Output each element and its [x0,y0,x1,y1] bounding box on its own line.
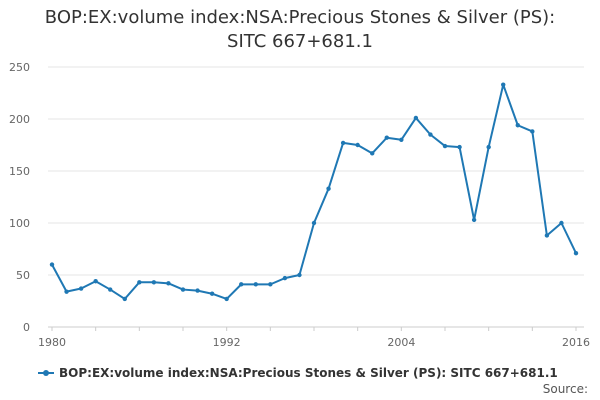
x-tick-label-2016: 2016 [562,336,590,349]
data-point-1987 [151,280,157,285]
data-point-2012 [515,123,520,128]
data-point-2004 [399,137,404,142]
data-point-2000 [340,140,346,146]
data-point-1985 [122,296,127,302]
y-tick-label-0: 0 [23,321,30,334]
data-point-2006 [428,132,433,137]
data-point-2014 [544,233,550,238]
data-point-2002 [370,151,375,156]
chart-title-line-2: SITC 667+681.1 [227,31,373,52]
legend-label: BOP:EX:volume index:NSA:Precious Stones … [59,366,558,380]
data-point-2003 [384,135,389,140]
data-point-2005 [413,115,419,121]
data-point-1984 [108,287,113,292]
data-point-1983 [93,279,98,284]
y-tick-label-100: 100 [9,217,30,230]
y-tick-label-250: 250 [9,61,30,74]
data-point-2001 [355,142,360,148]
data-point-1994 [253,282,258,287]
data-point-1992 [224,296,229,302]
y-tick-label-50: 50 [16,269,30,282]
series-line-0 [51,83,577,300]
data-point-2011 [501,82,506,87]
data-point-2008 [457,144,462,150]
data-point-1986 [137,280,142,285]
legend-line-icon [38,367,54,379]
data-point-1996 [282,275,288,281]
chart-title-line-1: BOP:EX:volume index:NSA:Precious Stones … [44,7,556,28]
data-point-2013 [530,129,535,134]
data-point-1997 [297,272,302,278]
legend[interactable]: BOP:EX:volume index:NSA:Precious Stones … [38,366,558,380]
y-tick-label-200: 200 [9,113,30,126]
data-point-2007 [442,143,448,149]
data-point-2016 [573,250,579,256]
data-point-1998 [311,220,317,226]
data-point-1981 [64,289,69,294]
y-tick-label-150: 150 [9,165,30,178]
data-point-1993 [239,282,244,287]
data-point-1980 [49,262,55,267]
data-point-1990 [195,288,200,293]
data-point-1999 [326,186,331,191]
data-point-1991 [209,291,215,296]
x-tick-label-2004: 2004 [387,336,415,349]
data-point-1989 [180,287,186,292]
x-tick-label-1992: 1992 [213,336,241,349]
data-point-1995 [268,282,273,287]
chart-title: BOP:EX:volume index:NSA:Precious Stones … [0,6,600,54]
x-tick-label-1980: 1980 [38,336,66,349]
source-label: Source: [542,382,588,396]
data-point-2009 [471,217,477,223]
data-point-2010 [486,144,491,150]
data-point-1982 [78,286,84,291]
data-point-1988 [166,281,171,286]
data-point-2015 [559,220,564,226]
